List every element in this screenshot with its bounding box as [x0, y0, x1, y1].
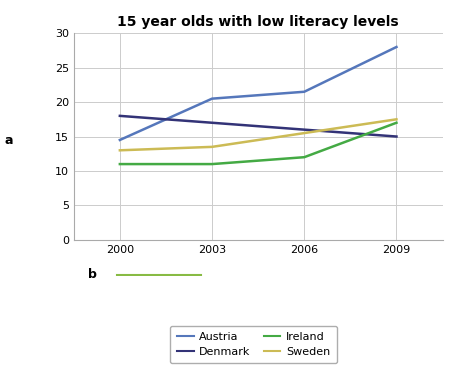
Text: a: a — [5, 134, 13, 147]
Ireland — [301, 155, 307, 159]
Denmark — [209, 121, 215, 125]
Text: b: b — [88, 268, 97, 282]
Line: Sweden: Sweden — [120, 119, 396, 150]
Ireland — [117, 162, 123, 166]
Sweden — [301, 131, 307, 135]
Denmark — [117, 114, 123, 118]
Line: Ireland: Ireland — [120, 123, 396, 164]
Austria — [117, 138, 123, 142]
Denmark — [301, 127, 307, 132]
Denmark — [394, 134, 399, 139]
Ireland — [394, 121, 399, 125]
Austria — [394, 45, 399, 49]
Austria — [209, 96, 215, 101]
Austria — [301, 90, 307, 94]
Sweden — [394, 117, 399, 121]
Line: Denmark: Denmark — [120, 116, 396, 137]
Sweden — [117, 148, 123, 152]
Line: Austria: Austria — [120, 47, 396, 140]
Ireland — [209, 162, 215, 166]
Sweden — [209, 145, 215, 149]
Title: 15 year olds with low literacy levels: 15 year olds with low literacy levels — [118, 15, 399, 29]
Legend: Austria, Denmark, Ireland, Sweden: Austria, Denmark, Ireland, Sweden — [170, 326, 337, 363]
